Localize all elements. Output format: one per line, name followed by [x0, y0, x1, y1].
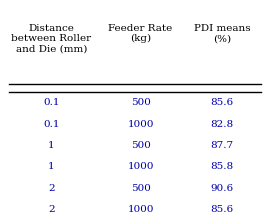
Text: 2: 2: [48, 184, 55, 193]
Text: 90.6: 90.6: [210, 184, 233, 193]
Text: 85.6: 85.6: [210, 98, 233, 107]
Text: 2: 2: [48, 205, 55, 213]
Text: 82.8: 82.8: [210, 120, 233, 129]
Text: 500: 500: [131, 98, 151, 107]
Text: 0.1: 0.1: [43, 98, 59, 107]
Text: 1: 1: [48, 141, 55, 150]
Text: 85.8: 85.8: [210, 163, 233, 171]
Text: 1000: 1000: [127, 205, 154, 213]
Text: 1: 1: [48, 163, 55, 171]
Text: 1000: 1000: [127, 163, 154, 171]
Text: 85.6: 85.6: [210, 205, 233, 213]
Text: 87.7: 87.7: [210, 141, 233, 150]
Text: 500: 500: [131, 141, 151, 150]
Text: Distance
between Roller
and Die (mm): Distance between Roller and Die (mm): [11, 24, 91, 53]
Text: 500: 500: [131, 184, 151, 193]
Text: 0.1: 0.1: [43, 120, 59, 129]
Text: PDI means
(%): PDI means (%): [194, 24, 250, 43]
Text: Feeder Rate
(kg): Feeder Rate (kg): [109, 24, 173, 43]
Text: 1000: 1000: [127, 120, 154, 129]
